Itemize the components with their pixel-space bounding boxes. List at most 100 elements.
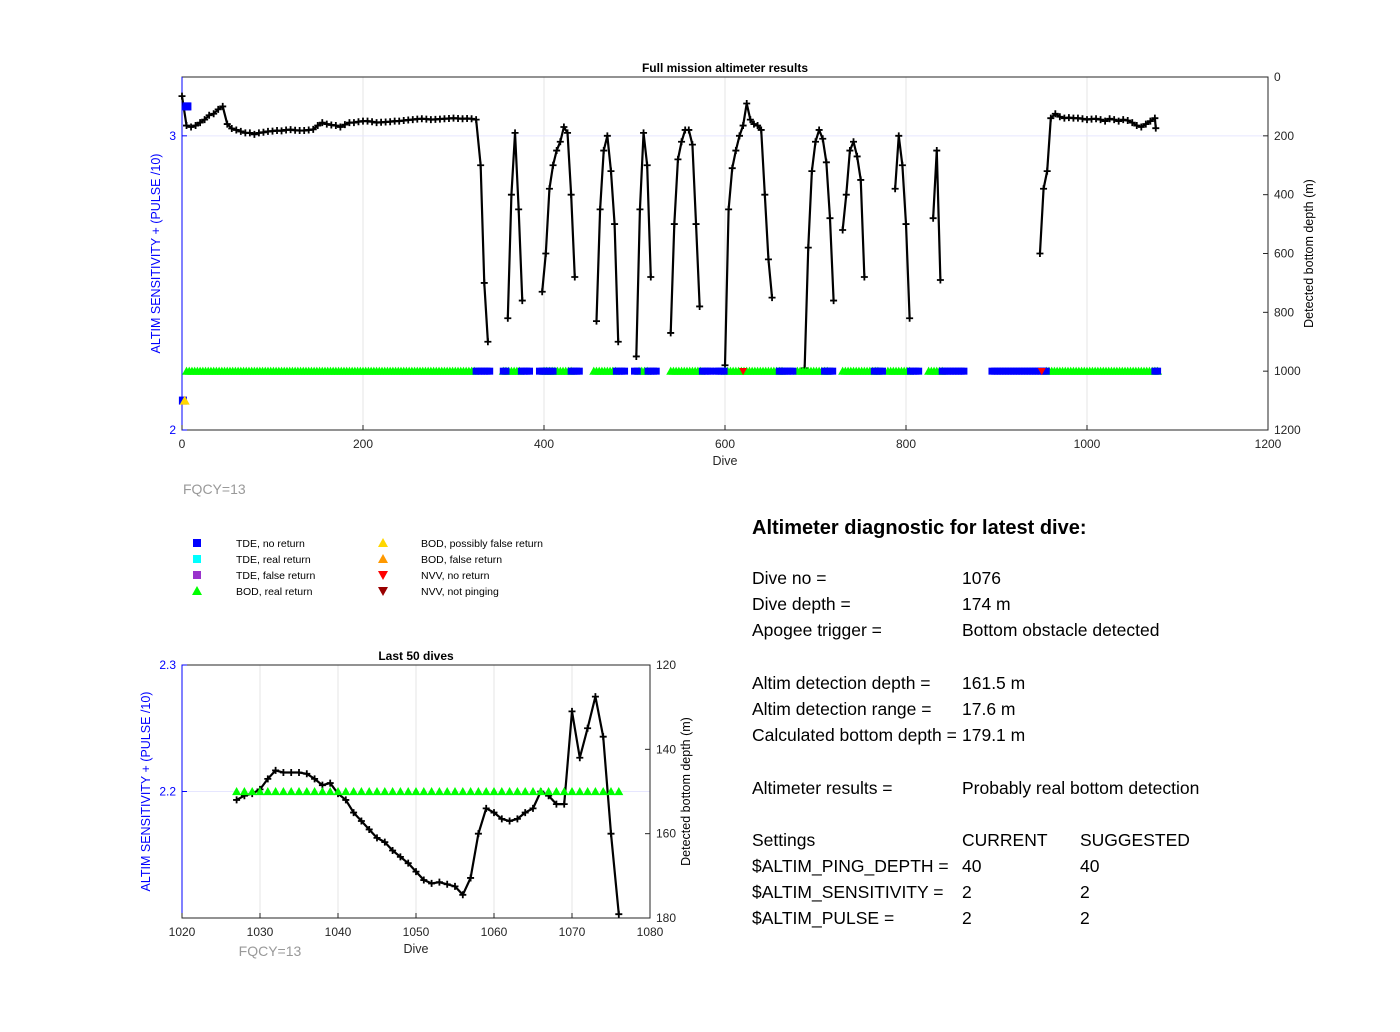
altim-range-value: 17.6 m	[962, 698, 1016, 719]
nvv-no-return-marker	[739, 367, 748, 376]
dive-no-label: Dive no =	[752, 568, 827, 588]
x-tick-label: 1200	[1255, 437, 1282, 451]
fqcy-annotation: FQCY=13	[239, 943, 302, 959]
chart-title: Last 50 dives	[378, 649, 454, 663]
bod-real-return-marker	[403, 787, 413, 796]
bod-real-return-marker	[325, 787, 335, 796]
depth-series-line	[506, 131, 524, 319]
bod-real-return-marker	[458, 787, 468, 796]
bod-real-return-marker	[419, 787, 429, 796]
x-tick-label: 1060	[481, 925, 508, 939]
x-tick-label: 1030	[247, 925, 274, 939]
bod-real-return-marker	[505, 787, 515, 796]
bod-real-return-marker	[520, 787, 530, 796]
tde-no-return-marker	[915, 367, 923, 375]
bod-real-return-marker	[372, 787, 382, 796]
bod-real-return-marker	[606, 787, 616, 796]
y-right-tick-label: 800	[1274, 305, 1294, 319]
legend-item: BOD, real return	[192, 586, 313, 598]
bod-real-return-marker	[349, 787, 359, 796]
dive-no-value: 1076	[962, 568, 1001, 588]
bod-real-return-marker	[559, 787, 569, 796]
chart-last-50-dives: 1020 1030 1040 1050 1060 1070 1080 2.2 2.3 120 140…	[139, 649, 693, 959]
calc-depth-value: 179.1 m	[962, 725, 1026, 746]
legend-item: NVV, no return	[378, 570, 490, 582]
bod-real-return-marker	[575, 787, 585, 796]
bod-real-return-marker	[583, 787, 593, 796]
series-detected-bottom-depth	[178, 92, 1160, 372]
bod-real-return-marker	[333, 787, 343, 796]
ping-depth-label: $ALTIM_PING_DEPTH =	[752, 856, 949, 877]
tde-no-return-marker	[526, 367, 534, 375]
y-left-axis-label: ALTIM SENSITIVITY + (PULSE /10)	[149, 154, 163, 354]
chart-full-mission: 0 200 400 600 800 1000 1200 2 3 0 200 400 600 800 1000…	[149, 61, 1316, 497]
y-right-tick-label: 160	[656, 827, 676, 841]
current-label: CURRENT	[962, 829, 1048, 850]
sensitivity-suggested: 2	[1080, 882, 1090, 903]
bod-real-return-marker	[489, 787, 499, 796]
legend-item: TDE, no return	[193, 538, 305, 550]
legend-label: BOD, possibly false return	[421, 538, 543, 550]
legend-triangle-down-icon	[378, 587, 388, 596]
calc-depth-row: Calculated bottom depth = 179.1 m	[752, 725, 1372, 751]
altim-depth-label: Altim detection depth =	[752, 672, 931, 693]
bod-real-return-marker	[286, 787, 296, 796]
bod-real-return-marker	[528, 787, 538, 796]
depth-series-line	[894, 134, 911, 319]
x-tick-label: 800	[896, 437, 916, 451]
bod-real-return-marker	[497, 787, 507, 796]
series-tde-no-return	[472, 367, 1162, 375]
bod-real-return-marker	[317, 787, 327, 796]
bod-real-return-marker	[239, 787, 249, 796]
apogee-label: Apogee trigger =	[752, 620, 882, 641]
x-tick-label: 400	[534, 437, 554, 451]
pulse-row: $ALTIM_PULSE = 2 2	[752, 908, 1372, 934]
bod-real-return-marker	[544, 787, 554, 796]
bod-real-return-marker	[278, 787, 288, 796]
tde-no-return-marker	[652, 367, 660, 375]
x-axis-label: Dive	[712, 454, 737, 468]
legend-square-icon	[193, 555, 201, 563]
depth-series-line	[180, 95, 489, 342]
bod-real-return-marker	[232, 787, 242, 796]
dive-depth-value: 174 m	[962, 594, 1011, 615]
x-tick-label: 0	[179, 437, 186, 451]
ping-depth-current: 40	[962, 856, 982, 877]
y-right-tick-label: 400	[1274, 188, 1294, 202]
series-bod-possibly-false-return	[179, 395, 190, 405]
series-bod-real-return	[232, 787, 624, 796]
tde-no-return-marker	[829, 367, 837, 375]
y-right-tick-label: 180	[656, 911, 676, 925]
bod-real-return-marker	[536, 787, 546, 796]
x-tick-label: 1070	[559, 925, 586, 939]
x-tick-label: 1050	[403, 925, 430, 939]
tde-no-return-marker	[502, 367, 510, 375]
bod-real-return-marker	[255, 787, 265, 796]
pulse-suggested: 2	[1080, 908, 1090, 929]
bod-real-return-marker	[473, 787, 483, 796]
bod-real-return-marker	[411, 787, 421, 796]
bod-real-return-marker	[263, 787, 273, 796]
altim-depth-row: Altim detection depth = 161.5 m	[752, 673, 1372, 699]
settings-header-row: Settings CURRENT SUGGESTED	[752, 830, 1372, 856]
bod-possibly-false-marker	[179, 395, 190, 405]
tde-no-return-marker	[183, 102, 192, 111]
y-right-tick-label: 140	[656, 742, 676, 756]
sensitivity-label: $ALTIM_SENSITIVITY =	[752, 882, 944, 903]
bod-real-return-marker	[567, 787, 577, 796]
apogee-row: Apogee trigger = Bottom obstacle detected	[752, 620, 1372, 646]
bod-real-return-marker	[614, 787, 624, 796]
results-value: Probably real bottom detection	[962, 777, 1200, 798]
legend-item: NVV, not pinging	[378, 586, 499, 598]
legend-square-icon	[193, 539, 201, 547]
y-left-tick-label: 2.2	[159, 785, 176, 799]
depth-series-line	[723, 102, 774, 366]
ping-depth-row: $ALTIM_PING_DEPTH = 40 40	[752, 856, 1372, 882]
legend-triangle-up-icon	[192, 586, 202, 595]
tde-no-return-marker	[621, 367, 629, 375]
altim-range-label: Altim detection range =	[752, 698, 932, 719]
legend-item: BOD, possibly false return	[378, 538, 543, 550]
tde-no-return-marker	[633, 367, 641, 375]
legend-label: BOD, false return	[421, 554, 502, 566]
depth-series-line	[669, 128, 701, 333]
